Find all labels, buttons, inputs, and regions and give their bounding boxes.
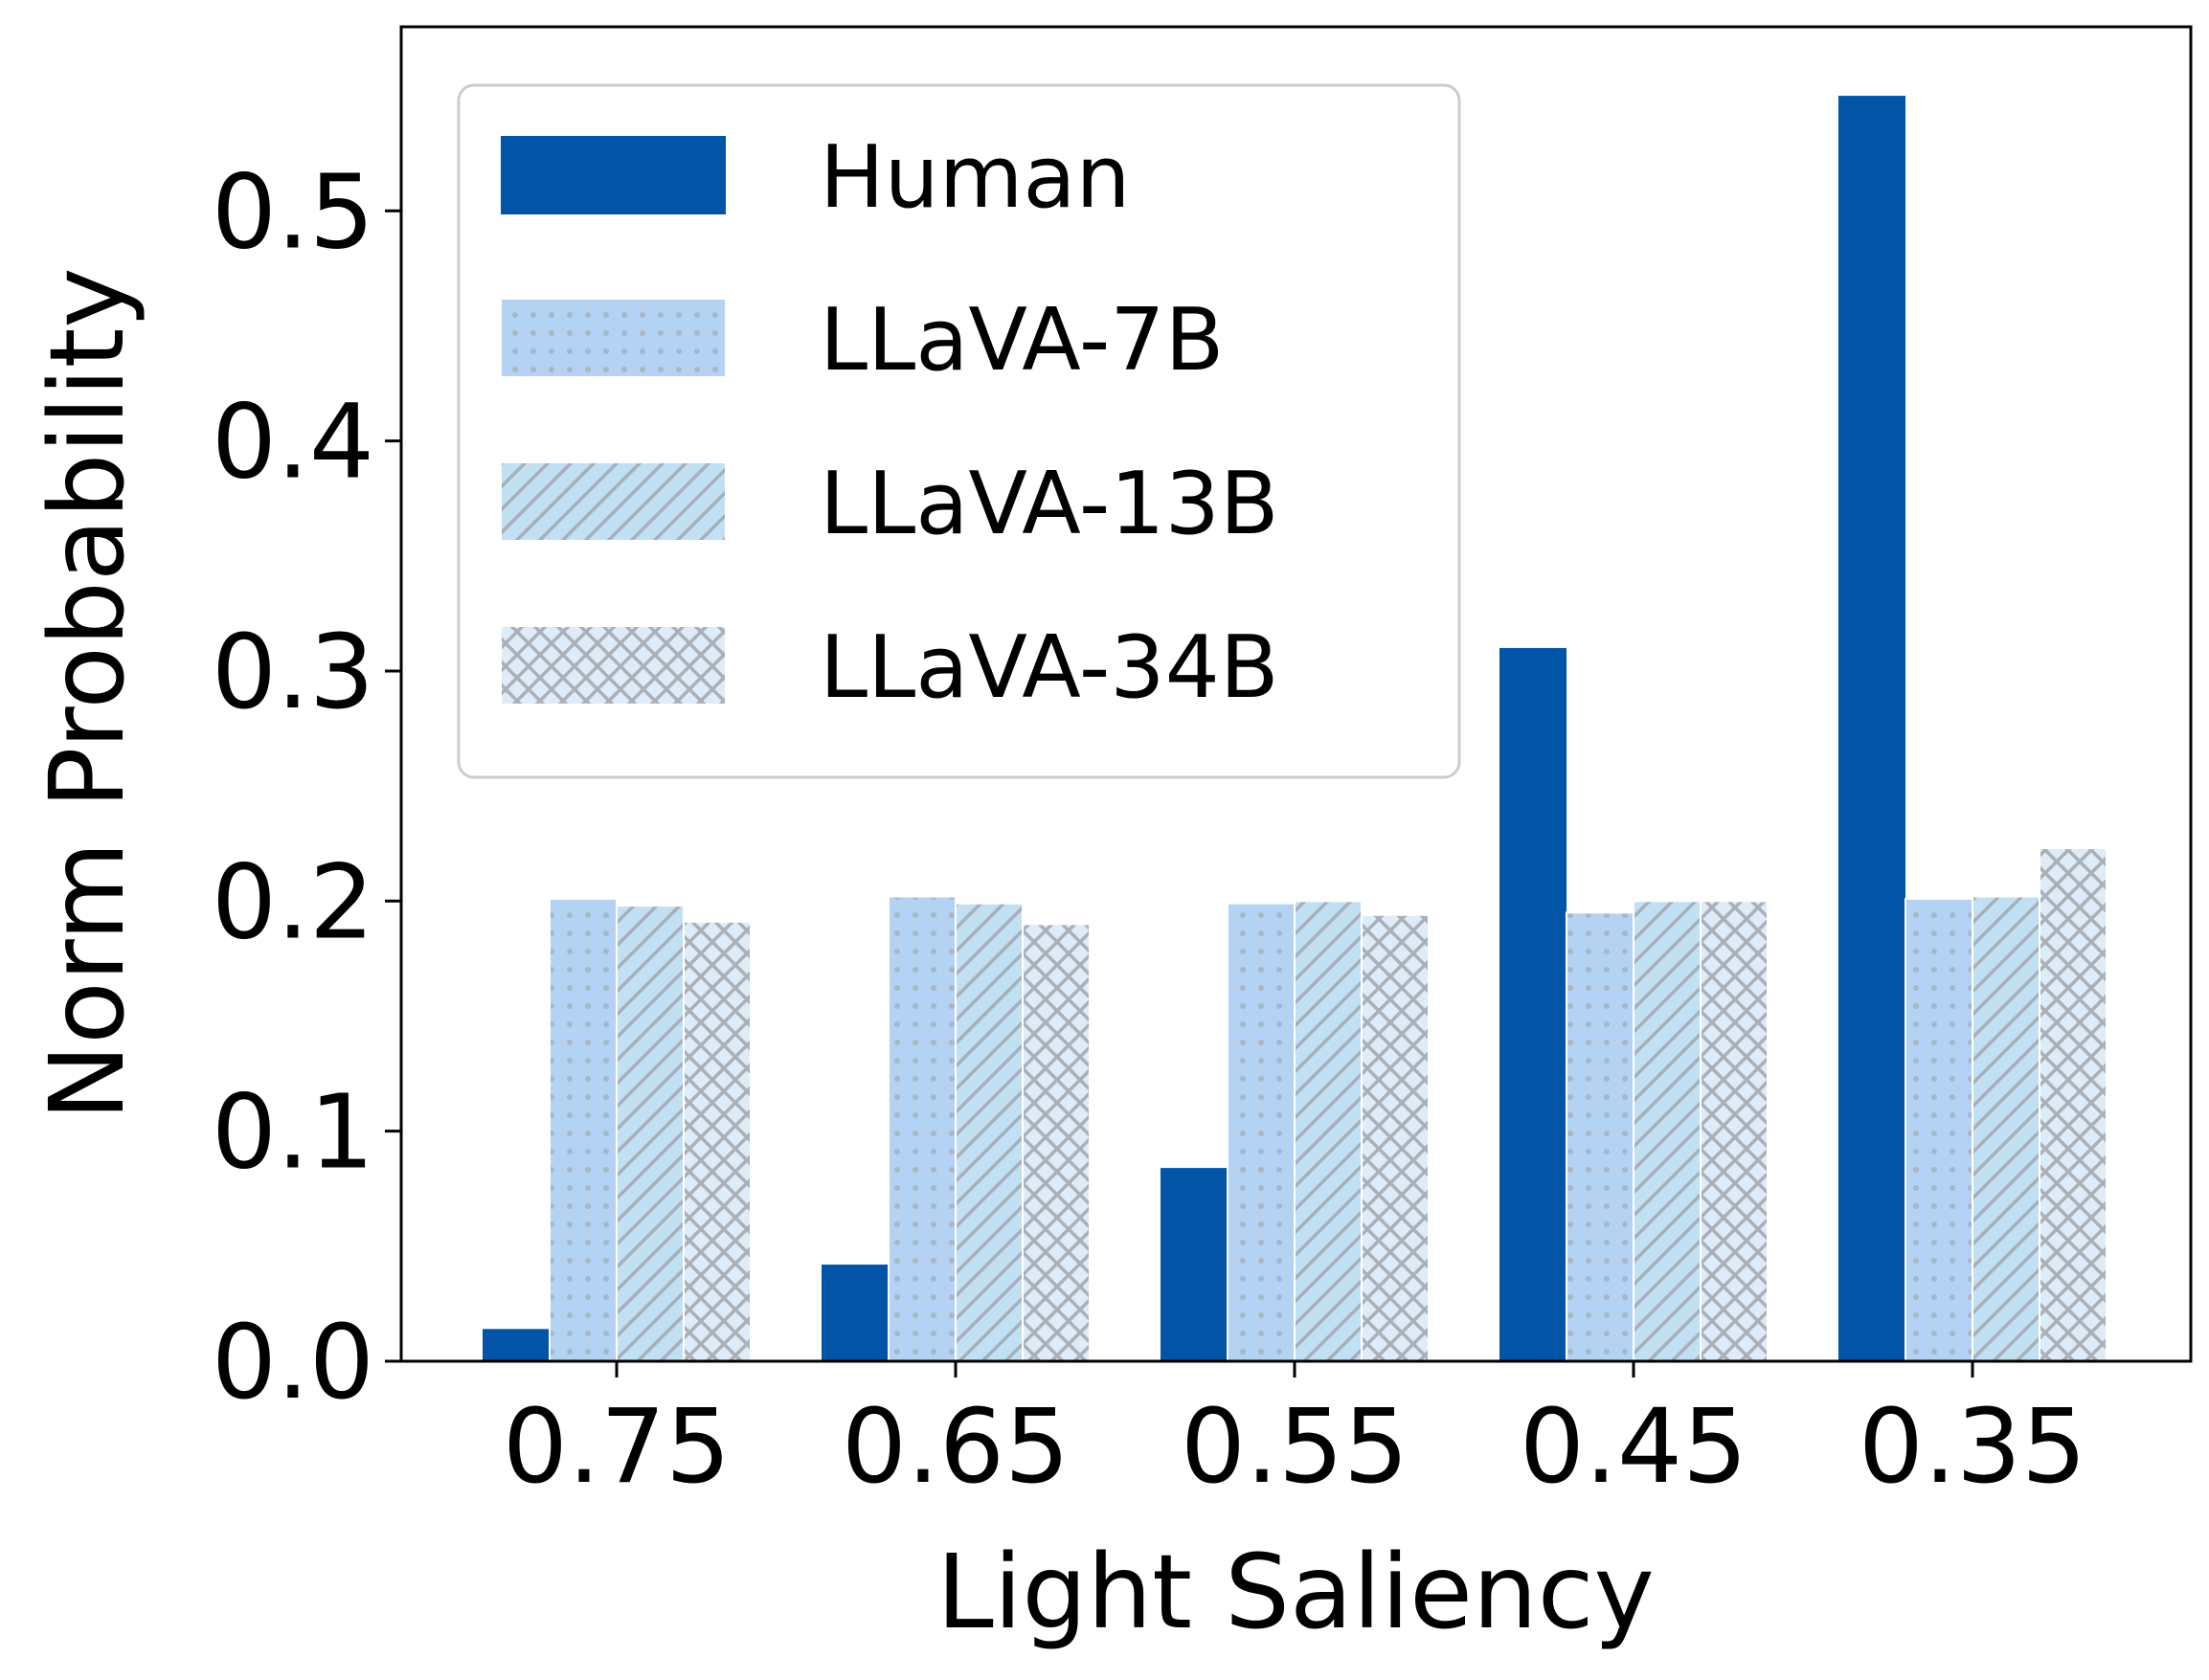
legend-label: LLaVA-7B: [820, 290, 1224, 391]
bar-llava-13b-0-75: [616, 905, 685, 1362]
y-tick-label: 0.4: [212, 384, 374, 503]
x-tick-label: 0.55: [1181, 1388, 1409, 1507]
bar-llava-7b-0-35: [1905, 897, 1973, 1363]
bar-llava-13b-0-55: [1294, 900, 1363, 1363]
legend-item-llava-13b: LLaVA-13B: [500, 454, 1279, 554]
bar-llava-34b-0-65: [1022, 923, 1091, 1363]
y-tick-label: 0.5: [212, 153, 374, 272]
bar-llava-7b-0-55: [1227, 902, 1296, 1362]
bar-llava-7b-0-65: [888, 895, 957, 1362]
y-tick-label: 0.3: [212, 614, 374, 732]
bar-llava-34b-0-45: [1700, 900, 1769, 1363]
bar-llava-7b-0-45: [1566, 911, 1634, 1362]
x-tick-label: 0.35: [1859, 1388, 2086, 1507]
bar-human-0-55: [1161, 1168, 1228, 1361]
bar-human-0-75: [483, 1329, 550, 1361]
legend-label: Human: [820, 127, 1131, 228]
legend-item-human: Human: [501, 127, 1131, 228]
bar-llava-34b-0-75: [683, 920, 752, 1363]
bar-human-0-65: [822, 1265, 889, 1361]
bar-llava-13b-0-45: [1633, 900, 1702, 1363]
bar-llava-7b-0-75: [549, 897, 618, 1363]
legend-item-llava-34b: LLaVA-34B: [500, 617, 1279, 718]
x-tick-label: 0.45: [1520, 1388, 1747, 1507]
y-tick-label: 0.2: [212, 843, 374, 962]
y-axis: 0.0 0.1 0.2 0.3 0.4 0.5: [212, 153, 401, 1422]
bar-human-0-45: [1499, 647, 1567, 1361]
legend-item-llava-7b: LLaVA-7B: [500, 290, 1224, 391]
legend-label: LLaVA-13B: [820, 454, 1279, 554]
bar-llava-13b-0-65: [955, 902, 1024, 1362]
bar-llava-13b-0-35: [1972, 895, 2040, 1362]
x-axis: 0.75 0.65 0.55 0.45 0.35: [503, 1361, 2086, 1507]
y-tick-label: 0.1: [212, 1074, 374, 1193]
legend-swatch: [501, 136, 726, 214]
x-tick-label: 0.75: [503, 1388, 731, 1507]
bars: [483, 96, 2108, 1363]
legend-label: LLaVA-34B: [820, 617, 1279, 718]
legend-items: Human LLaVA-7B LLaVA-13B LLaVA-34B: [500, 127, 1279, 718]
legend-frame: [457, 83, 1461, 779]
bar-llava-34b-0-35: [2039, 847, 2108, 1362]
x-tick-label: 0.65: [842, 1388, 1070, 1507]
legend: Human LLaVA-7B LLaVA-13B LLaVA-34B: [457, 83, 1461, 779]
bar-llava-34b-0-55: [1361, 913, 1430, 1362]
y-axis-label: Norm Probability: [29, 267, 147, 1120]
x-axis-label: Light Saliency: [936, 1534, 1655, 1652]
bar-human-0-35: [1838, 96, 1905, 1362]
y-tick-label: 0.0: [212, 1304, 374, 1422]
